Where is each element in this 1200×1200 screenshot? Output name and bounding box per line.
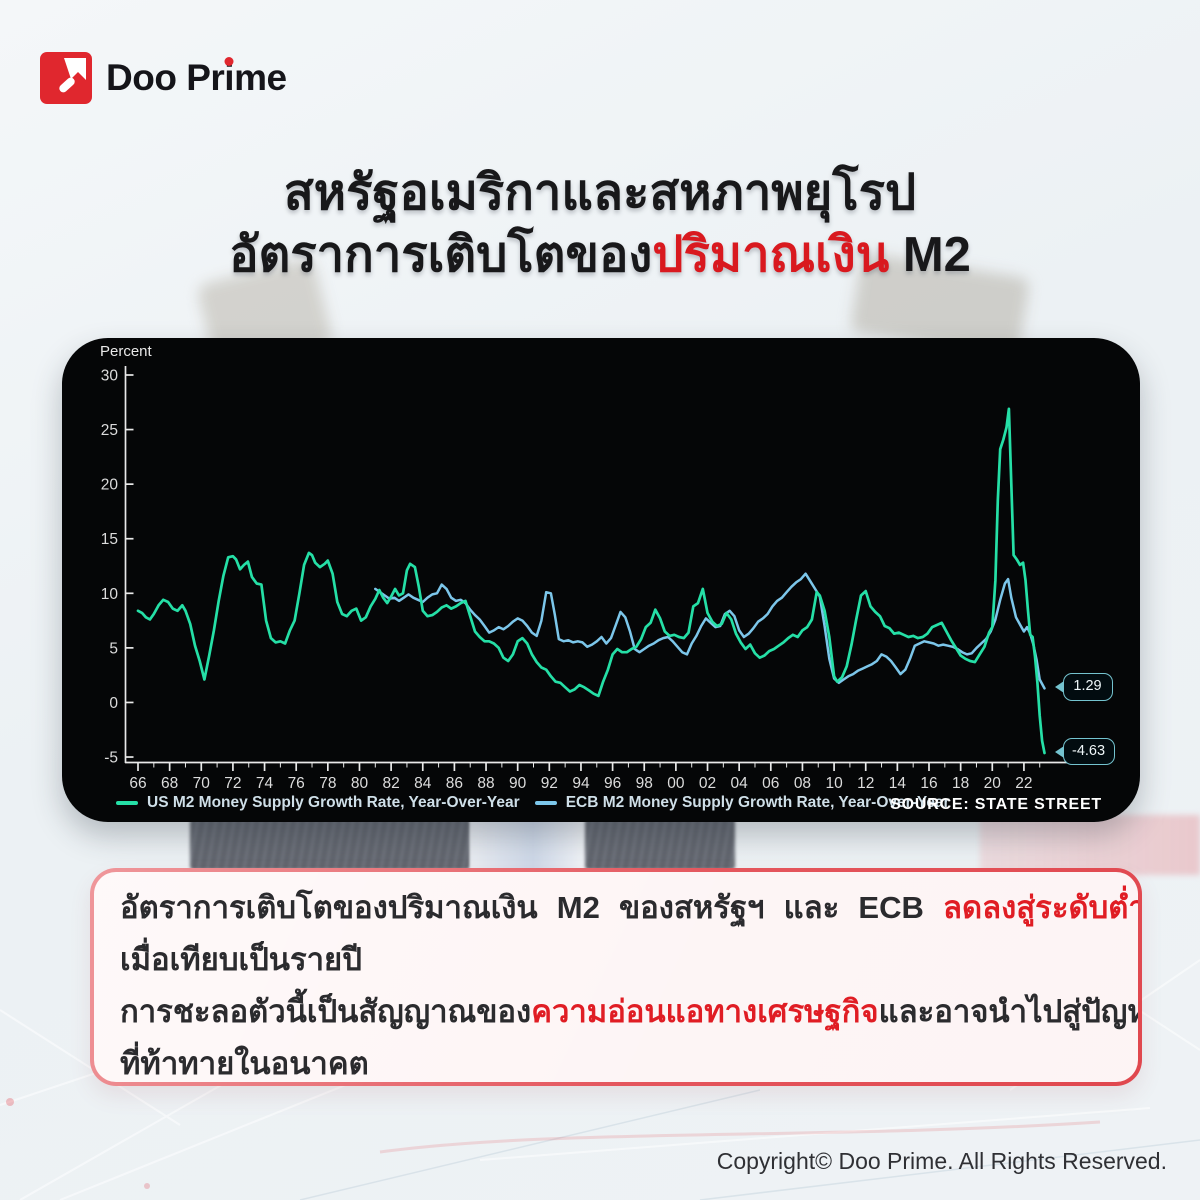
svg-text:82: 82 [382,775,399,792]
ghost-businessman-right [585,818,735,870]
svg-text:-5: -5 [104,750,118,767]
svg-text:5: 5 [109,640,118,657]
svg-text:04: 04 [731,775,749,792]
data-label-us-latest: -4.63 [1063,737,1116,766]
chart-panel: Percent 30 25 20 15 10 5 0 -5 66 68 70 72 74 76 78 80 82 8… [62,338,1140,822]
svg-text:18: 18 [952,775,969,792]
summary-highlight-2: ความอ่อนแอทางเศรษฐกิจ [531,994,879,1029]
data-label-ecb-latest: 1.29 [1063,673,1113,701]
ecb-series-swatch [534,801,557,805]
svg-text:16: 16 [920,775,937,792]
logo-letter-i-red-dot: i [224,57,235,98]
svg-text:98: 98 [636,775,653,792]
svg-text:92: 92 [541,775,558,792]
ghost-businessman-shirt [470,818,585,870]
svg-text:72: 72 [224,775,241,792]
svg-text:86: 86 [446,775,463,792]
svg-text:10: 10 [825,775,843,792]
svg-text:02: 02 [699,775,716,792]
svg-text:94: 94 [572,775,590,792]
m2-growth-line-chart: Percent 30 25 20 15 10 5 0 -5 66 68 70 72 74 76 78 80 82 8… [100,343,1067,792]
us-series-label: US M2 Money Supply Growth Rate, Year-Ove… [147,794,520,811]
svg-text:84: 84 [414,775,432,792]
svg-text:Percent: Percent [100,343,153,360]
summary-line-2: เมื่อเทียบเป็นรายปี [120,942,362,977]
svg-text:30: 30 [101,368,119,385]
svg-text:80: 80 [351,775,369,792]
ecb-series-label: ECB M2 Money Supply Growth Rate, Year-Ov… [565,794,950,811]
summary-box: อัตราการเติบโตของปริมาณเงิน M2 ของสหรัฐฯ… [90,868,1142,1086]
source-credit: SOURCE: STATE STREET [890,796,1102,813]
svg-text:70: 70 [193,775,211,792]
svg-text:08: 08 [794,775,811,792]
us-series-swatch [116,801,138,805]
svg-text:20: 20 [101,477,119,494]
svg-text:76: 76 [288,775,305,792]
svg-text:88: 88 [477,775,494,792]
chart-legend: US M2 Money Supply Growth Rate, Year-Ove… [116,794,956,812]
svg-text:15: 15 [101,531,118,548]
svg-text:25: 25 [101,422,118,439]
svg-text:20: 20 [984,775,1002,792]
title-line-2: อัตราการเติบโตของปริมาณเงิน M2 [229,228,971,282]
svg-text:22: 22 [1015,775,1032,792]
summary-highlight-1: ลดลงสู่ระดับต่ำสุด [943,890,1138,925]
summary-line-4: ที่ท้าทายในอนาคต [120,1046,369,1081]
summary-line-1: อัตราการเติบโตของปริมาณเงิน M2 ของสหรัฐฯ… [120,882,1138,934]
svg-text:96: 96 [604,775,621,792]
svg-text:74: 74 [256,775,274,792]
svg-text:90: 90 [509,775,527,792]
copyright-text: Copyright© Doo Prime. All Rights Reserve… [716,1148,1167,1174]
svg-text:78: 78 [319,775,336,792]
title-highlight-red: ปริมาณเงิน [652,228,890,282]
doo-prime-logo: Doo Prime [40,52,287,104]
summary-line-3: การชะลอตัวนี้เป็นสัญญาณของความอ่อนแอทางเ… [120,994,1142,1029]
page-title: สหรัฐอเมริกาและสหภาพยุโรป อัตราการเติบโต… [0,162,1200,286]
svg-text:12: 12 [857,775,874,792]
svg-text:68: 68 [161,775,178,792]
ghost-businessman-left [190,818,470,870]
title-line-1: สหรัฐอเมริกาและสหภาพยุโรป [283,166,917,220]
svg-text:06: 06 [762,775,779,792]
ghost-banknote-bottom [980,815,1200,875]
svg-text:0: 0 [109,695,118,712]
svg-text:14: 14 [889,775,907,792]
svg-text:66: 66 [129,775,146,792]
doo-prime-logo-icon [40,52,92,104]
svg-text:00: 00 [667,775,685,792]
doo-prime-logo-text: Doo Prime [106,57,287,98]
svg-text:10: 10 [101,586,119,603]
